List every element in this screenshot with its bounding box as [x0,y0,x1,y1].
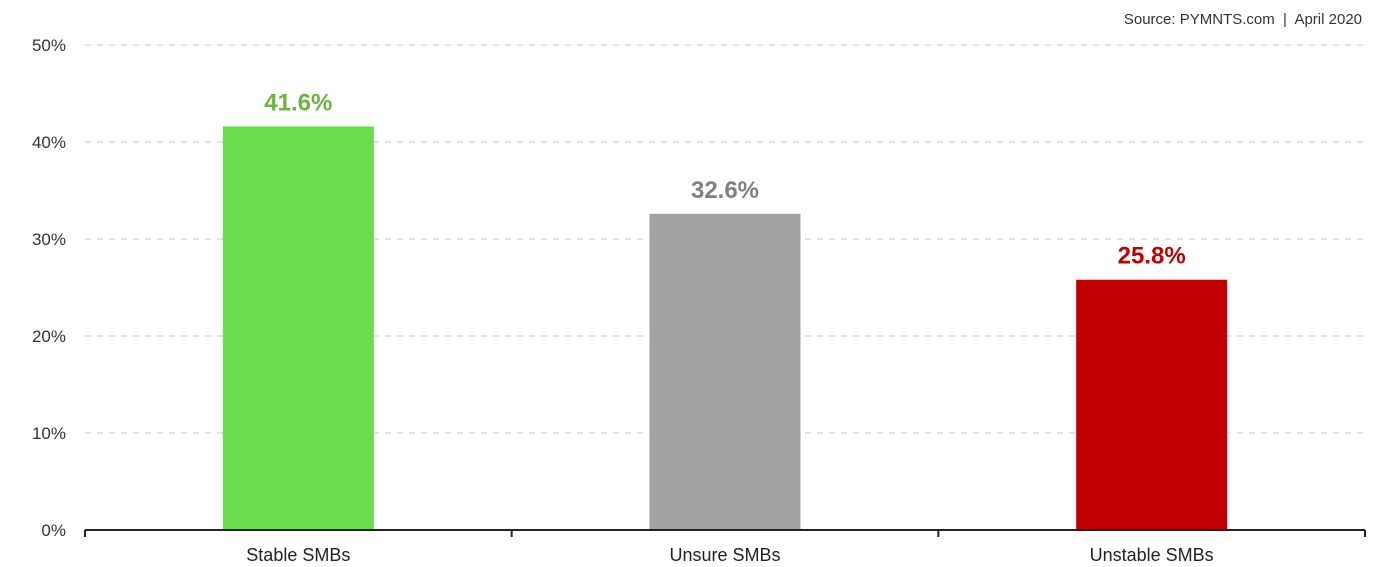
x-axis-categories: Stable SMBs Unsure SMBs Unstable SMBs [246,545,1213,565]
bar [222,126,374,530]
bars: 41.6% 32.6% 25.8% [222,89,1228,530]
x-axis [84,529,1366,537]
y-tick-label: 10% [32,424,66,443]
data-label: 25.8% [1118,243,1186,270]
bar [649,213,801,530]
x-tick-label: Unstable SMBs [1090,545,1214,565]
y-tick-label: 30% [32,230,66,249]
y-tick-label: 40% [32,133,66,152]
y-tick-label: 50% [32,36,66,55]
bar [1076,279,1228,530]
data-label: 41.6% [264,89,332,116]
data-label: 32.6% [691,177,759,204]
x-tick-label: Stable SMBs [246,545,350,565]
y-tick-label: 20% [32,327,66,346]
source-note: Source: PYMNTS.com | April 2020 [1124,11,1362,28]
y-axis-ticks: 0% 10% 20% 30% 40% 50% [32,36,66,540]
y-tick-label: 0% [41,521,66,540]
x-tick-label: Unsure SMBs [669,545,780,565]
